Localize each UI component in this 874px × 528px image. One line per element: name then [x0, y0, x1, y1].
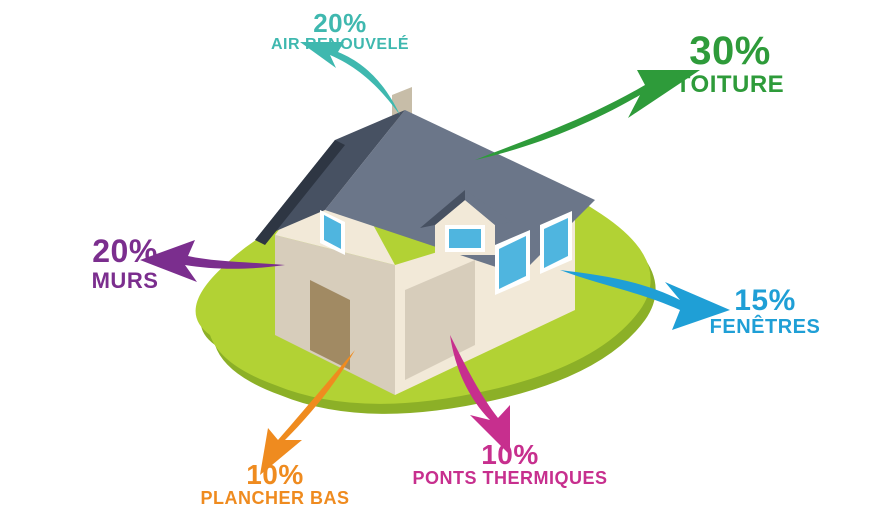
- name-murs: MURS: [55, 269, 195, 292]
- name-air: AIR RENOUVELÉ: [240, 37, 440, 54]
- percent-ponts: 10%: [380, 440, 640, 469]
- percent-fenetres: 15%: [680, 285, 850, 317]
- label-ponts: 10%PONTS THERMIQUES: [380, 440, 640, 488]
- label-air: 20%AIR RENOUVELÉ: [240, 10, 440, 54]
- label-plancher: 10%PLANCHER BAS: [165, 460, 385, 508]
- name-fenetres: FENÊTRES: [680, 317, 850, 338]
- percent-murs: 20%: [55, 235, 195, 269]
- name-plancher: PLANCHER BAS: [165, 489, 385, 508]
- percent-plancher: 10%: [165, 460, 385, 489]
- percent-toiture: 30%: [640, 30, 820, 72]
- name-toiture: TOITURE: [640, 72, 820, 97]
- label-toiture: 30%TOITURE: [640, 30, 820, 97]
- label-fenetres: 15%FENÊTRES: [680, 285, 850, 338]
- percent-air: 20%: [240, 10, 440, 37]
- label-murs: 20%MURS: [55, 235, 195, 292]
- name-ponts: PONTS THERMIQUES: [380, 469, 640, 488]
